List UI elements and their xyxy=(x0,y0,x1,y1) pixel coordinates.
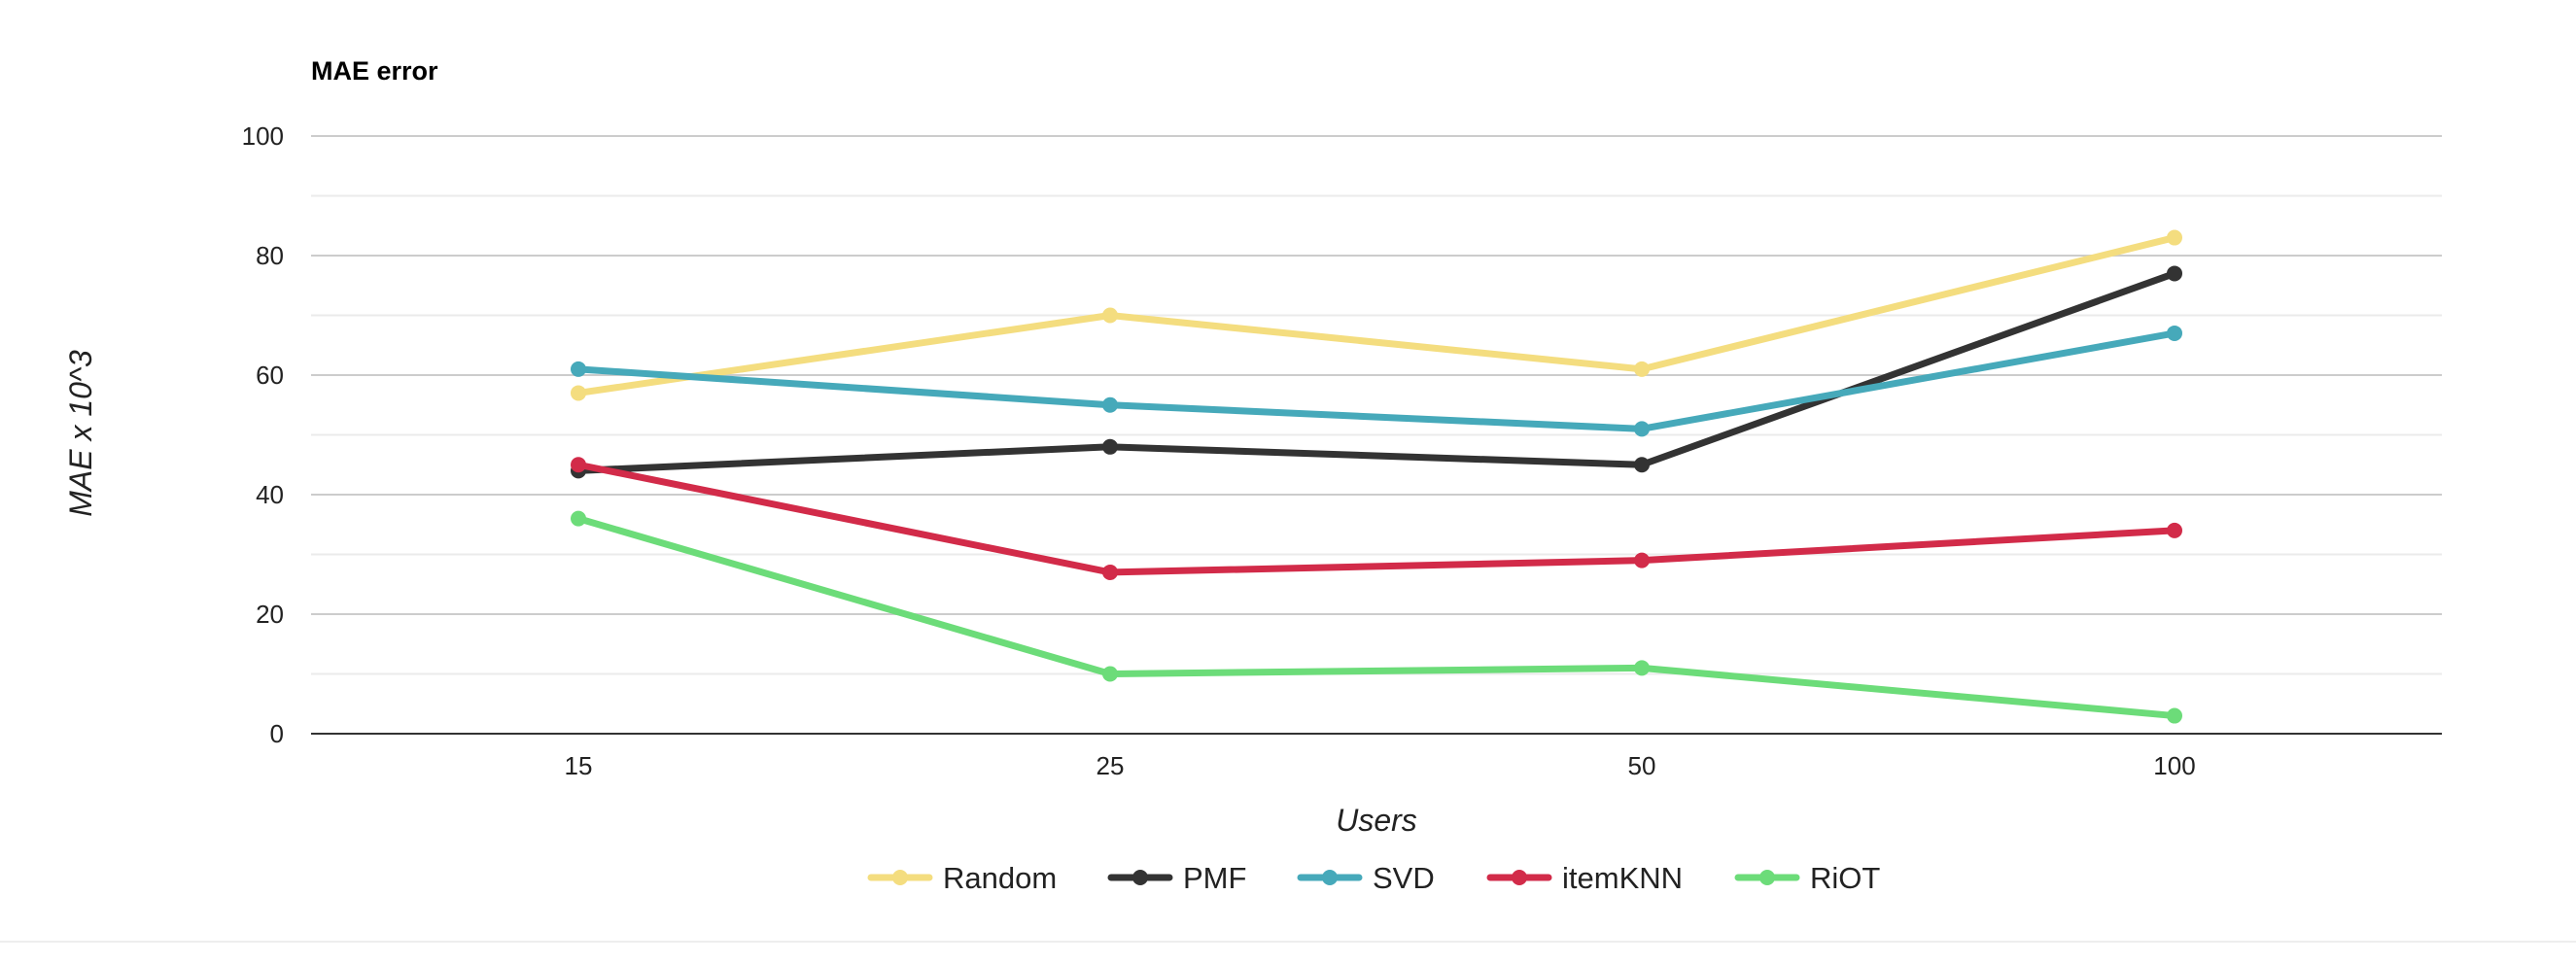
legend-item-itemknn: itemKNN xyxy=(1486,861,1683,895)
data-point-riot xyxy=(571,510,586,527)
legend-label: RiOT xyxy=(1810,861,1880,895)
data-point-random xyxy=(571,385,586,401)
data-point-pmf xyxy=(1102,438,1118,455)
legend-item-random: Random xyxy=(867,861,1057,895)
legend-label: itemKNN xyxy=(1562,861,1683,895)
y-tick-label: 40 xyxy=(256,480,284,509)
data-point-random xyxy=(1102,307,1118,324)
legend-marker xyxy=(1322,870,1338,885)
series-itemknn xyxy=(571,457,2182,580)
legend-marker xyxy=(1132,870,1148,885)
series-line-itemknn xyxy=(574,461,2178,576)
legend-label: SVD xyxy=(1373,861,1435,895)
data-point-riot xyxy=(1102,666,1118,682)
data-point-riot xyxy=(2167,707,2182,724)
x-axis-title: Users xyxy=(1336,803,1417,838)
x-tick-label: 100 xyxy=(2153,751,2195,780)
x-tick-label: 50 xyxy=(1628,751,1656,780)
legend-label: PMF xyxy=(1183,861,1246,895)
data-point-riot xyxy=(1634,660,1650,676)
data-point-pmf xyxy=(1634,457,1650,473)
series-svd xyxy=(571,325,2182,437)
legend-label: Random xyxy=(943,861,1057,895)
y-axis-title: MAE x 10^3 xyxy=(63,350,98,517)
legend-marker xyxy=(1759,870,1775,885)
data-point-pmf xyxy=(2167,265,2182,282)
y-tick-label: 60 xyxy=(256,361,284,390)
bottom-divider xyxy=(0,941,2576,943)
data-point-svd xyxy=(1634,421,1650,437)
data-point-itemknn xyxy=(571,457,586,473)
series-line-random xyxy=(574,234,2178,396)
series-line-riot xyxy=(574,515,2178,720)
series-random xyxy=(571,229,2182,401)
gridlines xyxy=(311,135,2442,675)
legend: Random PMF SVD itemKNN RiOT xyxy=(867,861,1880,895)
legend-item-svd: SVD xyxy=(1297,861,1435,895)
data-point-svd xyxy=(2167,325,2182,341)
series-layer xyxy=(571,229,2182,724)
series-line-pmf xyxy=(574,269,2178,474)
legend-marker xyxy=(1512,870,1527,885)
data-point-random xyxy=(2167,229,2182,246)
y-tick-label: 100 xyxy=(242,121,284,151)
data-point-itemknn xyxy=(1102,564,1118,580)
series-riot xyxy=(571,510,2182,724)
x-tick-label: 15 xyxy=(565,751,593,780)
y-tick-label: 80 xyxy=(256,241,284,270)
y-tick-label: 20 xyxy=(256,600,284,629)
y-axis-ticks: 0 20 40 60 80 100 xyxy=(242,121,284,748)
data-point-svd xyxy=(1102,396,1118,413)
y-tick-label: 0 xyxy=(270,719,284,748)
x-tick-label: 25 xyxy=(1097,751,1125,780)
chart-title: MAE error xyxy=(311,56,438,86)
series-line-svd xyxy=(574,329,2178,432)
legend-item-pmf: PMF xyxy=(1107,861,1246,895)
data-point-random xyxy=(1634,361,1650,377)
data-point-itemknn xyxy=(1634,552,1650,568)
data-point-svd xyxy=(571,361,586,377)
data-point-itemknn xyxy=(2167,522,2182,538)
legend-item-riot: RiOT xyxy=(1734,861,1880,895)
x-axis-ticks: 15 25 50 100 xyxy=(565,751,2196,780)
legend-marker xyxy=(892,870,908,885)
